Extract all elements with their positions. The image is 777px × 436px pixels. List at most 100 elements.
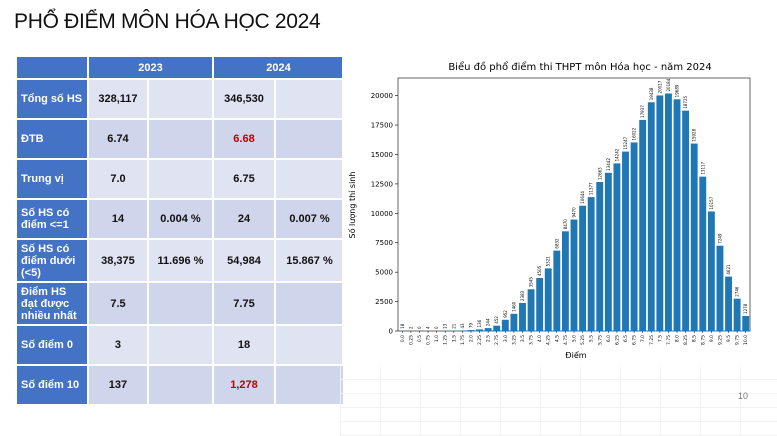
bar (561, 231, 569, 331)
cell: 137 (89, 366, 147, 404)
x-axis-label: Điểm (565, 350, 586, 360)
data-label: 10644 (580, 191, 585, 204)
x-tick-label: 6.0 (606, 335, 612, 342)
data-label: 13 (443, 323, 448, 329)
row-label: Số điểm 10 (17, 366, 87, 404)
bar (639, 119, 647, 331)
x-tick-label: 8.75 (700, 335, 706, 345)
x-tick-label: 5.0 (572, 335, 578, 342)
row-label: ĐTB (17, 120, 87, 158)
data-label: 43 (460, 323, 465, 329)
bar (476, 329, 483, 331)
bar (604, 172, 612, 331)
data-label: 13117 (700, 161, 705, 174)
x-tick-label: 8.5 (692, 335, 698, 342)
header-cell (17, 57, 87, 78)
cell: 1,278 (214, 366, 274, 404)
x-tick-label: 8.0 (675, 335, 681, 342)
data-label: 19689 (675, 84, 680, 97)
cell (148, 120, 212, 158)
cell: 24 (214, 200, 274, 238)
data-label: 3545 (529, 277, 534, 288)
y-tick-label: 7500 (375, 239, 393, 247)
cell: 346,530 (214, 80, 274, 118)
data-label: 13442 (606, 158, 611, 171)
bar (699, 176, 707, 331)
bar (501, 319, 509, 331)
data-label: 244 (486, 318, 491, 326)
x-tick-label: 4.75 (563, 335, 569, 345)
y-tick-label: 5000 (375, 269, 393, 277)
data-label: 2746 (735, 286, 740, 297)
cell (276, 326, 343, 364)
y-axis-label: Số lượng thí sinh (347, 172, 357, 239)
x-tick-label: 0.25 (408, 335, 414, 345)
data-label: 136 (477, 319, 482, 327)
bar (596, 181, 604, 331)
x-tick-label: 1.5 (451, 335, 457, 342)
x-tick-label: 1.75 (460, 335, 466, 345)
cell (148, 160, 212, 198)
bar (484, 328, 492, 331)
x-tick-label: 3.0 (503, 335, 509, 342)
row-label: Điểm HS đạt được nhiều nhất (17, 283, 87, 324)
data-label: 2383 (520, 290, 525, 301)
data-label: 16022 (632, 127, 637, 140)
data-label: 12663 (597, 167, 602, 180)
page-number: 10 (738, 391, 749, 401)
bar (579, 205, 587, 331)
data-label: 18 (400, 323, 405, 329)
x-tick-label: 7.5 (657, 335, 663, 342)
bar (553, 250, 561, 331)
data-label: 452 (494, 316, 499, 324)
data-label: 11377 (589, 182, 594, 195)
y-tick-label: 0 (389, 328, 393, 336)
floor-grid (340, 366, 777, 436)
row-label: Số HS có điểm <=1 (17, 200, 87, 238)
bar (527, 289, 535, 331)
cell: 6.68 (214, 120, 274, 158)
x-tick-label: 4.25 (546, 335, 552, 345)
row-label: Tổng số HS (17, 80, 87, 118)
x-tick-label: 9.0 (709, 335, 715, 342)
data-label: 4505 (537, 265, 542, 276)
data-label: 15928 (692, 128, 697, 141)
data-label: 4621 (726, 264, 731, 275)
y-tick-label: 20000 (371, 92, 393, 100)
x-tick-label: 3.25 (511, 335, 517, 345)
x-tick-label: 0.75 (426, 335, 432, 345)
cell (276, 80, 343, 118)
cell: 6.74 (89, 120, 147, 158)
data-label: 8470 (563, 219, 568, 230)
data-label: 7249 (717, 233, 722, 244)
bar (742, 315, 750, 331)
x-tick-label: 7.0 (640, 335, 646, 342)
bar (467, 330, 475, 331)
data-label: 10157 (709, 196, 714, 209)
cell (276, 160, 343, 198)
data-label: 6832 (554, 238, 559, 249)
x-tick-label: 3.75 (529, 335, 535, 345)
bar (647, 102, 655, 331)
x-tick-label: 0.5 (417, 335, 423, 342)
x-tick-label: 9.25 (717, 335, 723, 345)
x-tick-label: 10.0 (743, 335, 749, 345)
x-tick-label: 1.0 (434, 335, 440, 342)
row-label: Số điểm 0 (17, 326, 87, 364)
x-tick-label: 0.0 (400, 335, 406, 342)
data-label: 1460 (511, 301, 516, 312)
cell: 0.007 % (276, 200, 343, 238)
cell (276, 283, 343, 324)
bar (493, 325, 501, 331)
data-label: 2 (408, 326, 413, 329)
bar (716, 245, 724, 331)
header-cell: 2023 (89, 57, 212, 78)
x-tick-label: 5.5 (589, 335, 595, 342)
cell: 38,375 (89, 240, 147, 281)
bar (519, 302, 526, 331)
bar (630, 142, 638, 331)
x-tick-label: 4.0 (537, 335, 543, 342)
y-tick-label: 17500 (371, 122, 393, 130)
